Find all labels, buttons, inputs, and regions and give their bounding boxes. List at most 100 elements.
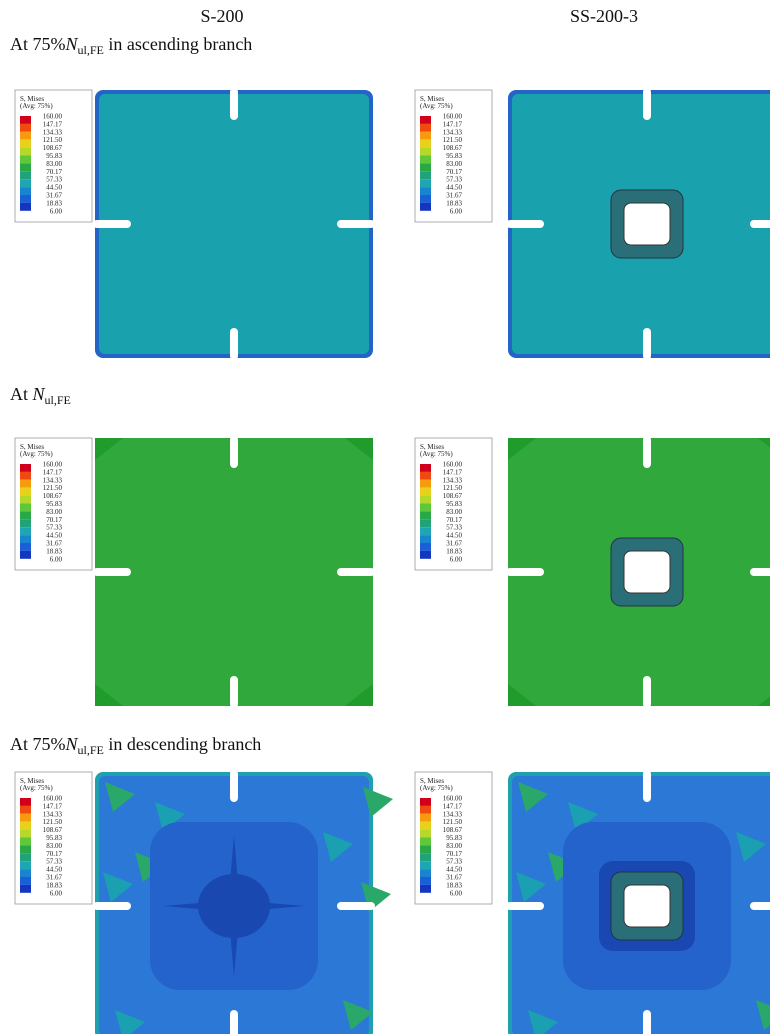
legend-band	[20, 171, 31, 180]
legend-band	[420, 471, 431, 480]
legend-band	[420, 155, 431, 164]
slot	[643, 676, 651, 708]
legend-level: 18.83	[446, 881, 462, 889]
slot	[506, 220, 544, 228]
legend-band	[420, 487, 431, 496]
legend-band	[420, 519, 431, 528]
stress-patch	[155, 802, 185, 832]
legend-band	[420, 829, 431, 838]
stress-patch	[95, 438, 123, 460]
legend-band	[20, 503, 31, 512]
legend-level: 70.17	[46, 516, 62, 524]
legend-level: 31.67	[446, 192, 462, 200]
legend-level: 108.67	[43, 826, 63, 834]
legend-band	[20, 187, 31, 195]
legend-level: 108.67	[443, 492, 463, 500]
legend-level: 31.67	[446, 540, 462, 548]
slot	[230, 770, 238, 802]
legend-band	[420, 527, 431, 536]
legend-band	[420, 187, 431, 195]
legend-level: 70.17	[446, 168, 462, 176]
legend-level: 134.33	[443, 476, 463, 484]
legend-band	[420, 131, 431, 140]
legend-level: 70.17	[46, 168, 62, 176]
stress-patch	[345, 438, 373, 460]
slot	[506, 902, 544, 910]
legend: S, Mises(Avg: 75%) 160.00147.17134.33121.…	[414, 437, 493, 571]
plate	[506, 770, 770, 1034]
legend-title: S, Mises	[420, 95, 444, 103]
slot	[750, 568, 770, 576]
legend-band	[420, 798, 431, 806]
legend-level: 121.50	[43, 818, 63, 826]
legend: S, Mises(Avg: 75%) 160.00147.17134.33121.…	[414, 771, 493, 905]
legend-band	[20, 829, 31, 838]
legend-subtitle: (Avg: 75%)	[420, 784, 453, 792]
legend-band	[420, 179, 431, 188]
legend-band	[420, 861, 431, 870]
legend-band	[20, 798, 31, 806]
slot	[643, 328, 651, 360]
legend-level: 70.17	[446, 850, 462, 858]
legend-subtitle: (Avg: 75%)	[20, 784, 53, 792]
legend-band	[420, 869, 431, 877]
stress-patch	[345, 684, 373, 706]
legend-band	[420, 550, 431, 559]
stress-patch	[363, 787, 393, 817]
legend-band	[20, 464, 31, 472]
legend-band	[420, 543, 431, 551]
legend-level: 121.50	[443, 136, 463, 144]
stress-patch	[518, 782, 548, 812]
legend-level: 95.83	[446, 834, 462, 842]
legend-title: S, Mises	[20, 777, 44, 785]
legend-level: 121.50	[43, 484, 63, 492]
label-subscript: ul,FE	[45, 393, 71, 407]
stress-patch	[508, 684, 536, 706]
stress-patch	[508, 438, 536, 460]
row-label: At 75%Nul,FE in ascending branch	[10, 34, 252, 57]
label-text: At 75%	[10, 734, 66, 754]
plate	[93, 436, 375, 708]
legend-level: 134.33	[443, 128, 463, 136]
legend-band	[20, 853, 31, 862]
legend-level: 147.17	[43, 468, 63, 476]
slot	[750, 902, 770, 910]
label-symbol: N	[65, 34, 79, 54]
slot	[750, 220, 770, 228]
legend-level: 147.17	[443, 802, 463, 810]
legend-level: 18.83	[46, 881, 62, 889]
legend-band	[20, 535, 31, 543]
legend-band	[20, 877, 31, 885]
row-label: At Nul,FE	[10, 384, 71, 407]
legend-band	[420, 821, 431, 830]
legend-level: 83.00	[46, 508, 62, 516]
slot	[230, 1010, 238, 1034]
row-label: At 75%Nul,FE in descending branch	[10, 734, 261, 757]
legend-level: 44.50	[46, 184, 62, 192]
legend-level: 57.33	[46, 858, 62, 866]
legend-band	[20, 139, 31, 148]
legend-band	[20, 147, 31, 156]
slot	[643, 436, 651, 468]
slot	[643, 88, 651, 120]
stress-patch	[323, 832, 353, 862]
legend-level: 57.33	[46, 176, 62, 184]
label-text: At	[10, 384, 33, 404]
legend-level: 83.00	[446, 160, 462, 168]
legend-level: 108.67	[43, 492, 63, 500]
legend-level: 160.00	[443, 113, 463, 121]
legend-band	[420, 171, 431, 180]
label-symbol: N	[65, 734, 79, 754]
hole	[623, 884, 671, 928]
slot	[643, 770, 651, 802]
legend-band	[420, 202, 431, 211]
legend-level: 6.00	[450, 207, 463, 215]
legend-band	[420, 464, 431, 472]
legend-title: S, Mises	[420, 777, 444, 785]
slot	[230, 676, 238, 708]
stress-patch	[95, 684, 123, 706]
plate	[93, 88, 375, 360]
legend-band	[20, 495, 31, 504]
legend-band	[420, 853, 431, 862]
